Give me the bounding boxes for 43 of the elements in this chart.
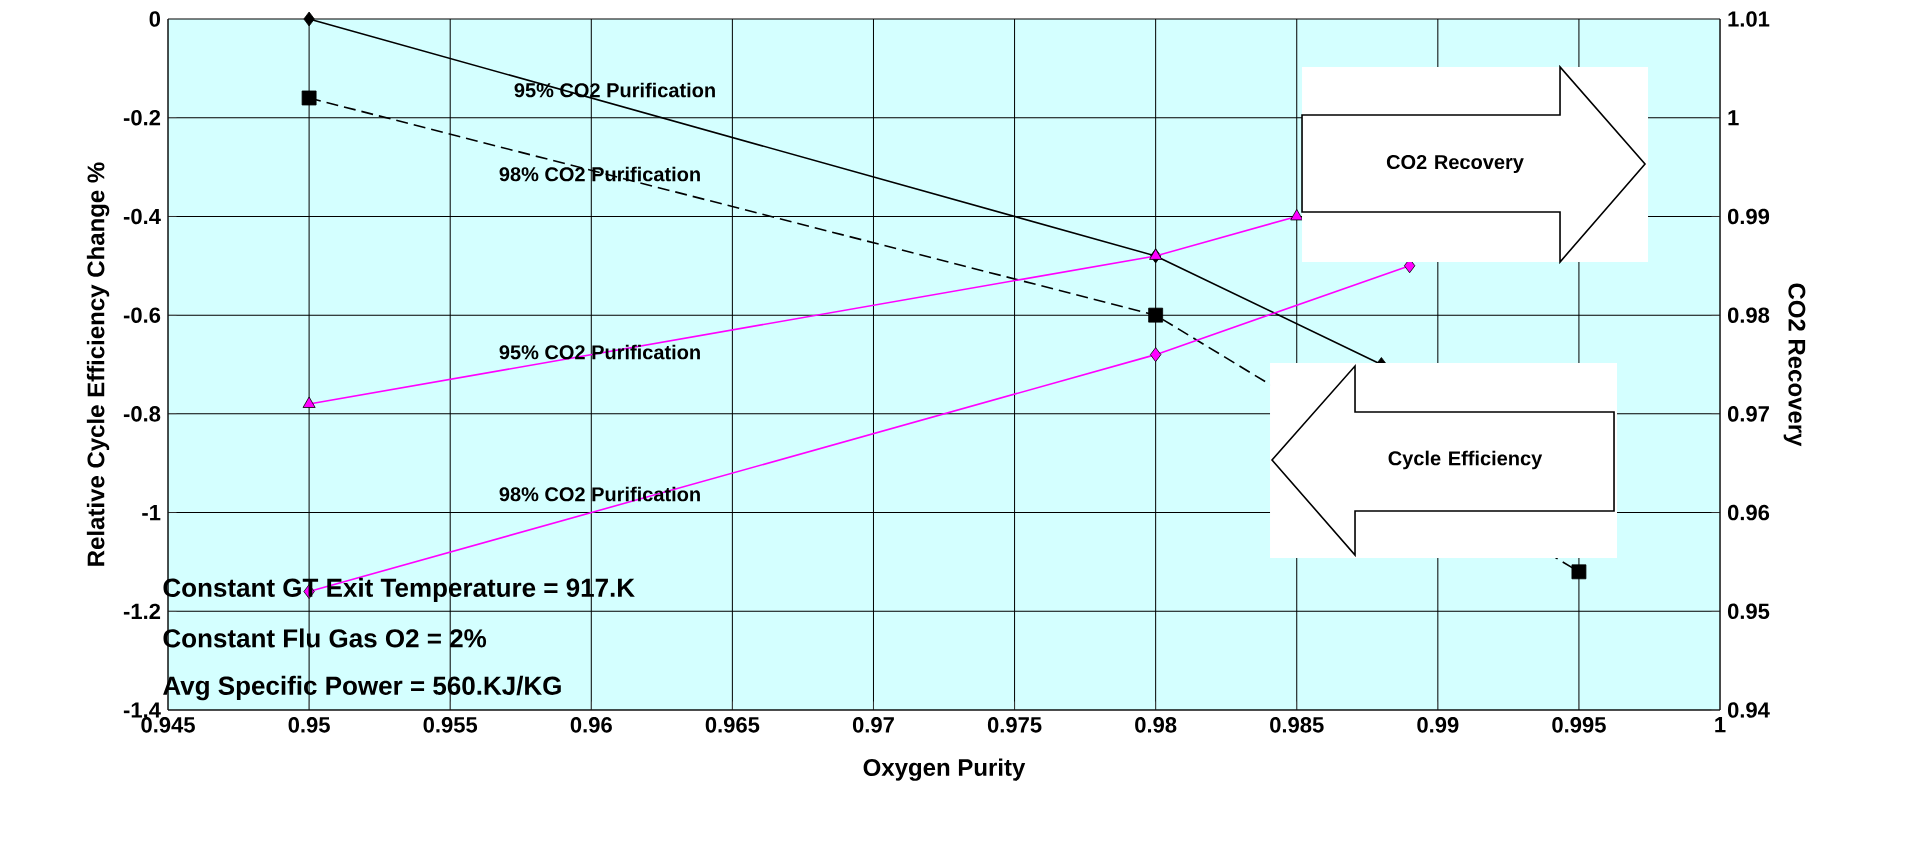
y2-tick-label: 0.95 [1727, 603, 1770, 620]
y-tick-label: -0.6 [123, 307, 161, 323]
x-tick-label: 0.995 [1552, 717, 1606, 733]
y2-tick-label: 0.98 [1727, 307, 1770, 323]
y2-tick-label: 1 [1728, 110, 1739, 126]
x-tick-label: 0.97 [852, 717, 894, 733]
point [1149, 248, 1163, 260]
x-tick-label: 0.965 [705, 717, 760, 733]
x-axis-title: Oxygen Purity [863, 758, 1026, 781]
y-tick-label: 0 [149, 11, 161, 27]
y-axis-title: Relative Cycle Efficiency Change % [86, 162, 110, 566]
y-tick-label: -1.2 [123, 603, 161, 619]
x-tick-label: 0.985 [1270, 717, 1324, 733]
y2-tick-label: 0.94 [1727, 702, 1770, 718]
y2-tick-label: 0.97 [1727, 406, 1769, 422]
x-tick-label: 0.96 [570, 717, 612, 733]
x-tick-label: 0.99 [1417, 717, 1459, 733]
x-tick-label: 0.975 [987, 717, 1042, 733]
y2-axis-title: CO2 Recovery [1783, 283, 1806, 447]
y-tick-label: -1 [142, 505, 161, 521]
y-tick-label: -1.4 [123, 702, 161, 718]
x-tick-label: 1 [1715, 717, 1726, 733]
point [1148, 307, 1164, 323]
point [1150, 347, 1162, 363]
point [301, 90, 317, 106]
point [1290, 209, 1304, 221]
x-tick-label: 0.945 [141, 717, 195, 733]
y2-tick-label: 0.96 [1727, 504, 1770, 521]
x-tick-label: 0.95 [288, 717, 330, 733]
point [1571, 564, 1587, 580]
annotation: 98% CO2 Purification [499, 166, 700, 182]
x-tick-label: 0.955 [423, 717, 478, 733]
y2-tick-label: 0.99 [1727, 208, 1770, 225]
y2-tick-label: 1.01 [1728, 11, 1770, 27]
y-tick-label: -0.8 [123, 406, 161, 422]
x-tick-label: 0.98 [1135, 717, 1177, 733]
y-tick-label: -0.4 [123, 208, 161, 225]
annotation: Cycle Efficiency [1388, 450, 1543, 470]
point [303, 11, 315, 27]
annotation: CO2 Recovery [1386, 154, 1524, 174]
y-tick-label: -0.2 [123, 109, 161, 126]
annotation: 95% CO2 Purification [499, 344, 700, 360]
point [302, 396, 316, 408]
